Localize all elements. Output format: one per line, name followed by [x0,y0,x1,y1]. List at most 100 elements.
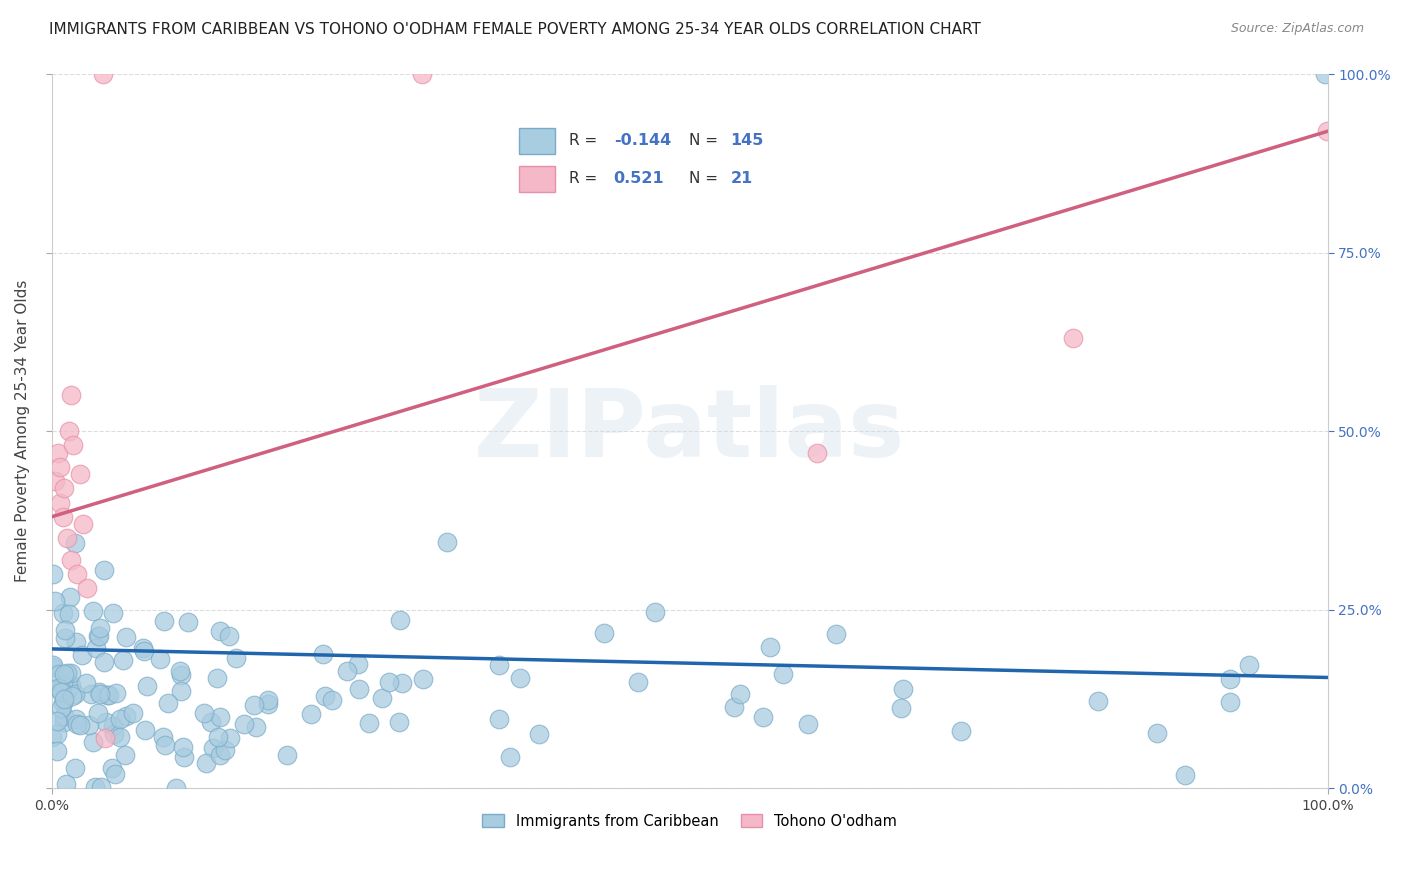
Point [156,696,179,710]
Point [1219,695,1241,709]
Point [89,687,111,701]
Point [388,715,411,730]
Point [411,67,433,81]
Point [58,681,80,696]
Text: 0.521: 0.521 [613,171,664,186]
Point [49,700,72,714]
Text: ZIPatlas: ZIPatlas [474,385,905,477]
Point [723,699,745,714]
Point [136,679,159,693]
Point [96,715,118,730]
Point [172,740,194,755]
Point [49,684,72,698]
Point [208,710,231,724]
Point [87,629,110,643]
Text: 21: 21 [730,171,752,186]
Point [391,675,413,690]
Point [1316,124,1339,138]
Legend: Immigrants from Caribbean, Tohono O'odham: Immigrants from Caribbean, Tohono O'odha… [477,808,903,834]
Point [105,686,128,700]
Point [56,666,79,681]
Point [1174,768,1197,782]
Point [336,664,359,678]
Text: -0.144: -0.144 [613,134,671,148]
Point [1219,673,1241,687]
Point [169,664,191,678]
Point [87,685,110,699]
Point [53,715,76,730]
Point [93,655,115,669]
Point [49,495,72,509]
Point [112,653,135,667]
Point [412,673,434,687]
Point [52,667,75,681]
Point [65,635,87,649]
Point [202,741,225,756]
Point [488,713,510,727]
Point [132,640,155,655]
Point [208,747,231,762]
Point [891,682,914,697]
Point [46,744,69,758]
Point [499,750,522,764]
Point [950,723,973,738]
Point [65,712,87,726]
Point [214,743,236,757]
Point [134,723,156,738]
Point [91,67,114,81]
Point [41,730,63,744]
Point [84,780,107,794]
Point [1146,726,1168,740]
Point [101,606,124,620]
Point [242,698,264,713]
Point [56,531,79,545]
Text: Source: ZipAtlas.com: Source: ZipAtlas.com [1230,22,1364,36]
FancyBboxPatch shape [519,128,555,154]
Point [48,681,70,696]
Point [205,671,228,685]
Point [66,566,89,581]
Point [77,718,100,732]
Point [44,474,66,488]
Point [257,698,280,712]
Point [299,706,322,721]
Point [53,631,76,645]
Point [84,641,107,656]
Point [42,658,65,673]
Point [152,730,174,744]
Point [82,605,104,619]
Point [42,566,65,581]
Point [377,675,399,690]
Point [65,687,87,701]
Point [728,687,751,701]
Point [48,667,70,681]
Point [1062,331,1084,345]
Point [82,735,104,749]
Text: R =: R = [569,134,602,148]
Point [53,481,76,495]
Point [63,761,86,775]
Point [49,459,72,474]
Point [114,748,136,763]
Text: IMMIGRANTS FROM CARIBBEAN VS TOHONO O'ODHAM FEMALE POVERTY AMONG 25-34 YEAR OLDS: IMMIGRANTS FROM CARIBBEAN VS TOHONO O'OD… [49,22,981,37]
Point [52,607,75,621]
Point [209,624,232,639]
Point [772,667,794,681]
Point [644,605,666,619]
Point [58,607,80,621]
Point [207,730,229,744]
Point [59,590,82,604]
Point [256,692,278,706]
Point [488,658,510,673]
Point [80,687,103,701]
Point [529,726,551,740]
Point [1237,658,1260,673]
Point [58,424,80,438]
Point [66,717,89,731]
Point [314,689,336,703]
Point [149,652,172,666]
Point [110,730,132,744]
Point [155,738,177,752]
Point [60,678,83,692]
Point [53,708,76,723]
